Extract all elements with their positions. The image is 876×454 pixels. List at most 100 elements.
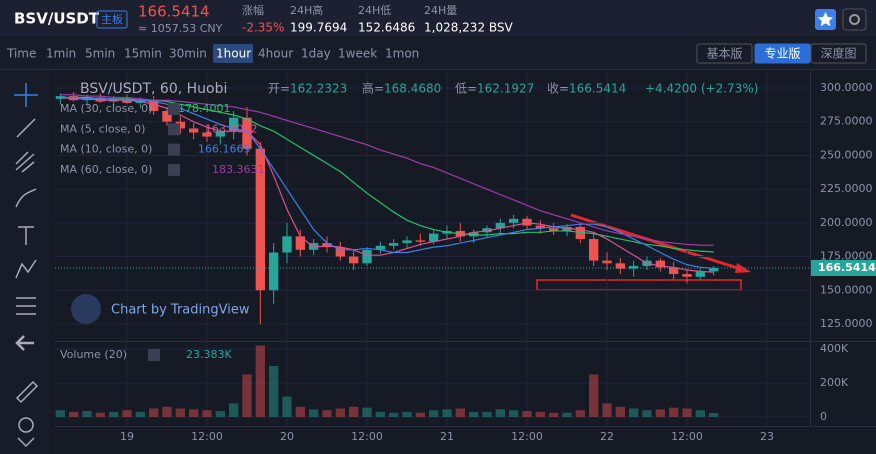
- volume-bar: [309, 409, 319, 418]
- interval-button[interactable]: 30min: [169, 47, 207, 61]
- mode-button-bg[interactable]: [696, 43, 753, 64]
- indicator-settings[interactable]: [168, 143, 180, 156]
- volume-bar: [95, 412, 105, 418]
- candle-body: [95, 97, 105, 102]
- star-button[interactable]: [815, 9, 836, 30]
- stat-label: 24H高: [290, 3, 323, 17]
- candle-body: [522, 218, 532, 226]
- top-bar: [0, 0, 876, 36]
- theme-button[interactable]: [842, 8, 867, 31]
- interval-button[interactable]: 1day: [301, 47, 331, 61]
- ohlc-value: 168.4680: [384, 82, 441, 96]
- volume-bar: [575, 410, 585, 418]
- prediction-tool[interactable]: [16, 297, 36, 315]
- volume-bar: [495, 409, 505, 418]
- interval-button[interactable]: 15min: [124, 47, 162, 61]
- mode-button[interactable]: 基本版: [706, 47, 742, 61]
- zoom-tool[interactable]: [18, 417, 34, 433]
- volume-bar: [535, 411, 545, 418]
- interval-button[interactable]: 1hour: [216, 47, 251, 61]
- indicator-settings[interactable]: [168, 123, 180, 136]
- candle-body: [669, 267, 679, 275]
- stat-value: -2.35%: [242, 21, 284, 35]
- volume-bar: [469, 411, 479, 418]
- y-tick-label: 225.0000: [820, 182, 873, 195]
- interval-active-bg: [213, 44, 253, 63]
- volume-settings[interactable]: [148, 349, 160, 361]
- y-tick-label: 200.0000: [820, 216, 873, 229]
- volume-bar: [149, 408, 159, 418]
- text-tool[interactable]: [18, 226, 34, 245]
- indicator-settings[interactable]: [168, 163, 180, 176]
- y-tick-label: 275.0000: [820, 115, 873, 128]
- volume-bar: [55, 410, 65, 418]
- candle-body: [362, 249, 372, 264]
- star-icon: [817, 12, 834, 27]
- indicator-settings[interactable]: [168, 103, 180, 115]
- volume-bar: [589, 374, 599, 418]
- candle-body: [482, 228, 492, 233]
- crosshair-tool[interactable]: [14, 83, 38, 107]
- candle-body: [242, 117, 252, 149]
- y-tick-label: 250.0000: [820, 148, 873, 161]
- watermark: Chart by TradingView: [111, 303, 250, 318]
- volume-bar: [455, 408, 465, 418]
- last-price: 166.5414: [138, 3, 210, 21]
- mode-button-bg[interactable]: [754, 43, 811, 64]
- moving-average-line: [60, 94, 714, 246]
- volume-bar: [562, 412, 572, 418]
- volume-tick-label: 400K: [820, 342, 849, 355]
- indicator-name: MA (5, close, 0): [60, 122, 145, 135]
- candle-body: [229, 117, 239, 132]
- ruler-tool[interactable]: [15, 380, 39, 404]
- collapse-tool[interactable]: [17, 437, 35, 448]
- volume-bar: [215, 411, 225, 418]
- candle-body: [695, 271, 705, 277]
- interval-button[interactable]: 4hour: [258, 47, 293, 61]
- mode-button[interactable]: 深度图: [820, 46, 856, 61]
- interval-button[interactable]: 5min: [85, 47, 115, 61]
- volume-bar: [175, 408, 185, 418]
- volume-bar: [202, 410, 212, 418]
- volume-bar: [282, 396, 292, 418]
- candle-body: [429, 233, 439, 242]
- volume-bar: [615, 406, 625, 418]
- stat-label: 涨幅: [242, 4, 264, 17]
- interval-button[interactable]: Time: [6, 47, 36, 61]
- pattern-tool[interactable]: [15, 259, 37, 279]
- indicator-value: 183.3631: [212, 163, 265, 176]
- fib-tool[interactable]: [15, 151, 35, 173]
- tool-column: [0, 70, 50, 454]
- candle-body: [402, 240, 412, 244]
- cny-price: ≈ 1057.53 CNY: [138, 22, 223, 35]
- candle-body: [629, 265, 639, 269]
- volume-bar: [709, 413, 719, 418]
- volume-tick-label: 200K: [820, 376, 849, 389]
- volume-bar: [135, 411, 145, 418]
- volume-bar: [442, 409, 452, 418]
- volume-bar: [602, 403, 612, 418]
- volume-bar: [229, 403, 239, 418]
- volume-bar: [82, 411, 92, 418]
- stat-value: 1,028,232 BSV: [424, 21, 514, 35]
- brush-tool[interactable]: [15, 188, 37, 208]
- line-tool[interactable]: [16, 118, 36, 138]
- interval-button[interactable]: 1min: [46, 47, 76, 61]
- interval-button[interactable]: 1mon: [385, 47, 419, 61]
- volume-bar: [415, 412, 425, 418]
- mode-button[interactable]: 专业版: [764, 46, 800, 61]
- candle-body: [202, 132, 212, 137]
- y-tick-label: 150.0000: [820, 283, 873, 296]
- interval-button[interactable]: 1week: [338, 47, 377, 61]
- back-tool[interactable]: [15, 335, 34, 351]
- volume-tick-label: 0: [820, 410, 827, 423]
- x-tick-label: 12:00: [191, 430, 223, 443]
- y-tick-label: 300.0000: [820, 81, 873, 94]
- candle-body: [535, 225, 545, 229]
- indicator-name: MA (60, close, 0): [60, 163, 152, 176]
- mode-button-bg[interactable]: [810, 43, 867, 64]
- ohlc-label: 收=: [547, 82, 569, 96]
- y-tick-label: 125.0000: [820, 317, 873, 330]
- candle-body: [349, 256, 359, 264]
